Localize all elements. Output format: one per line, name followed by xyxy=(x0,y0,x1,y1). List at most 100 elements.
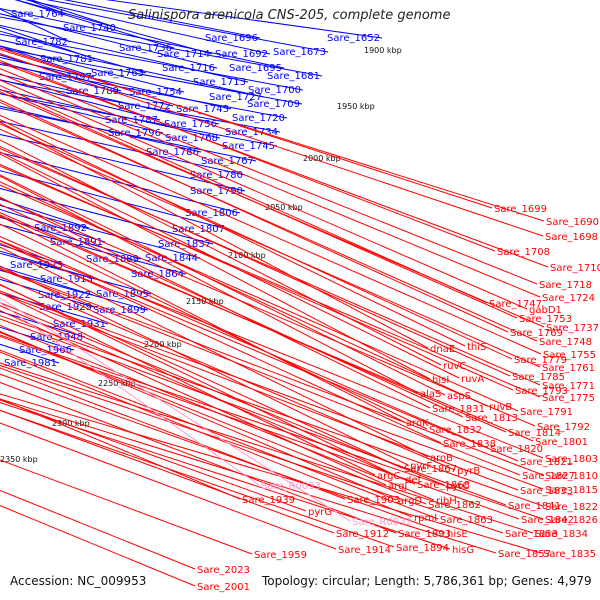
forward-gene-leader-line xyxy=(0,47,303,105)
reverse-gene-label-group: Sare_1810 xyxy=(0,267,598,482)
forward-gene-label: Sare_1899 xyxy=(93,305,146,316)
forward-gene-label: Sare_1681 xyxy=(267,71,320,82)
forward-gene-leader-line xyxy=(0,205,201,259)
reverse-gene-label: Sare_2001 xyxy=(197,582,250,593)
reverse-gene-label: Sare_1791 xyxy=(520,407,573,418)
reverse-gene-label: Sare_1775 xyxy=(542,393,595,404)
forward-gene-label-group: Sare_1700 xyxy=(0,33,304,96)
reverse-gene-label: rpmI xyxy=(414,513,437,524)
reverse-gene-label: Sare_1708 xyxy=(497,247,550,258)
reverse-gene-label-group: Sare_1834 xyxy=(0,362,588,540)
reverse-gene-label-group: Sare_1841 xyxy=(0,318,561,512)
reverse-gene-leader-line xyxy=(0,315,544,507)
topology-caption: Topology: circular; Length: 5,786,361 bp… xyxy=(262,574,592,588)
accession-caption: Accession: NC_009953 xyxy=(10,574,147,588)
reverse-gene-leader-line xyxy=(0,196,431,409)
reverse-gene-label: thiS xyxy=(467,342,486,353)
forward-gene-label: Sare_1700 xyxy=(248,85,301,96)
reverse-gene-leader-line xyxy=(0,334,544,520)
reverse-gene-leader-line xyxy=(0,364,504,534)
forward-gene-label: Sare_1763 xyxy=(91,68,144,79)
reverse-gene-label-group: Sare_1833 xyxy=(0,292,573,497)
reverse-gene-leader-line xyxy=(0,349,439,520)
reverse-gene-leader-line xyxy=(0,398,497,554)
forward-gene-label: Sare_1844 xyxy=(145,253,198,264)
reverse-gene-label-group: Sare_1857 xyxy=(0,398,551,560)
reverse-gene-leader-line xyxy=(0,381,397,534)
reverse-gene-label-group: Sare_1775 xyxy=(0,165,595,404)
forward-gene-label-group: Sare_1764 xyxy=(11,0,67,20)
forward-gene-leader-line xyxy=(0,45,185,93)
forward-gene-label: Sare_1806 xyxy=(185,208,238,219)
reverse-gene-label: Sare_1724 xyxy=(542,293,595,304)
reverse-gene-label: Sare_1737 xyxy=(546,323,599,334)
scale-tick-label: 2050 kbp xyxy=(265,203,303,212)
forward-gene-label: Sare_1745 xyxy=(222,141,275,152)
forward-gene-label: Sare_1673 xyxy=(273,47,326,58)
reverse-gene-leader-line xyxy=(0,214,534,442)
reverse-gene-label: Sare_1785 xyxy=(512,372,565,383)
forward-gene-leader-line xyxy=(0,8,285,69)
reverse-gene-label-group: Sare_1718 xyxy=(0,68,592,291)
reverse-gene-leader-line xyxy=(0,88,518,319)
reverse-gene-label: Sare_1820 xyxy=(490,444,543,455)
reverse-gene-label: Sare_1867 xyxy=(404,464,457,475)
reverse-gene-label-group: Sare_1903 xyxy=(0,367,400,506)
reverse-gene-leader-line xyxy=(0,47,493,209)
reverse-gene-label: Sare_1690 xyxy=(546,217,599,228)
reverse-gene-leader-line xyxy=(0,267,544,476)
reverse-gene-label: Sare_1815 xyxy=(545,485,598,496)
forward-gene-leader-line xyxy=(0,61,174,107)
forward-gene-leader-line xyxy=(0,133,246,192)
reverse-gene-label-group: dnaE xyxy=(0,121,455,355)
reverse-gene-label: Sare_1710 xyxy=(550,263,600,274)
reverse-gene-leader-line xyxy=(0,53,544,237)
reverse-gene-leader-line xyxy=(0,147,541,386)
reverse-gene-label-group: Sare_1771 xyxy=(0,147,595,392)
reverse-gene-label-group: hisG xyxy=(0,402,474,556)
reverse-gene-label-group: Sare_1791 xyxy=(0,184,573,418)
forward-gene-label-group: Sare_1745 xyxy=(0,93,278,152)
reverse-gene-label: Sare_1803 xyxy=(545,454,598,465)
reverse-gene-leader-line xyxy=(0,153,431,380)
reverse-gene-leader-line xyxy=(0,324,435,501)
reverse-gene-leader-line xyxy=(0,73,541,298)
forward-gene-label-group: Sare_1727 xyxy=(0,39,265,103)
forward-gene-label: Sare_1780 xyxy=(190,170,243,181)
reverse-gene-label: ruvB xyxy=(489,402,512,413)
reverse-gene-label-group: Sare_1939 xyxy=(0,398,295,506)
forward-gene-leader-line xyxy=(0,252,152,295)
forward-gene-leader-line xyxy=(24,0,271,55)
forward-gene-label-group: Sare_1681 xyxy=(0,16,323,82)
reverse-gene-leader-line xyxy=(0,79,528,310)
reverse-gene-label: hisI xyxy=(432,375,449,386)
forward-gene-label: Sare_1714 xyxy=(157,49,210,60)
reverse-gene-label: Sare_1793 xyxy=(515,386,568,397)
reverse-gene-label: hisE xyxy=(447,529,468,540)
reverse-gene-leader-line xyxy=(0,302,445,486)
forward-gene-leader-line xyxy=(0,107,257,162)
reverse-gene-label: Sare_1894 xyxy=(396,543,449,554)
reverse-gene-label-group: hisI xyxy=(0,153,449,386)
forward-gene-leader-line xyxy=(0,39,265,98)
reverse-gene-leader-line xyxy=(0,331,427,505)
reverse-gene-leader-line xyxy=(0,246,429,458)
forward-gene-label: Sare_1891 xyxy=(50,237,103,248)
forward-gene-label: Sare_1764 xyxy=(11,9,64,20)
forward-gene-label: Sare_1948 xyxy=(30,332,83,343)
reverse-gene-label-group: Sare_1690 xyxy=(0,48,599,228)
forward-gene-label-group: Sare_1797 xyxy=(0,45,95,83)
reverse-gene-leader-line xyxy=(0,489,196,570)
forward-gene-label: Sare_1981 xyxy=(4,358,57,369)
reverse-gene-label: Sare_1827 xyxy=(522,471,575,482)
forward-gene-leader-line xyxy=(0,8,71,43)
reverse-gene-label-group: Sare_1835 xyxy=(0,393,596,560)
reverse-gene-label: Sare_1810 xyxy=(545,471,598,482)
forward-gene-label-group: Sare_1713 xyxy=(0,24,249,88)
reverse-gene-label: aroB xyxy=(430,453,453,464)
forward-gene-label-group: Sare_1796 xyxy=(0,93,164,139)
reverse-gene-leader-line xyxy=(0,373,446,534)
reverse-gene-label-group: Sare_1827 xyxy=(0,268,575,482)
reverse-gene-leader-line xyxy=(0,68,538,285)
forward-gene-label: Sare_1696 xyxy=(205,33,258,44)
